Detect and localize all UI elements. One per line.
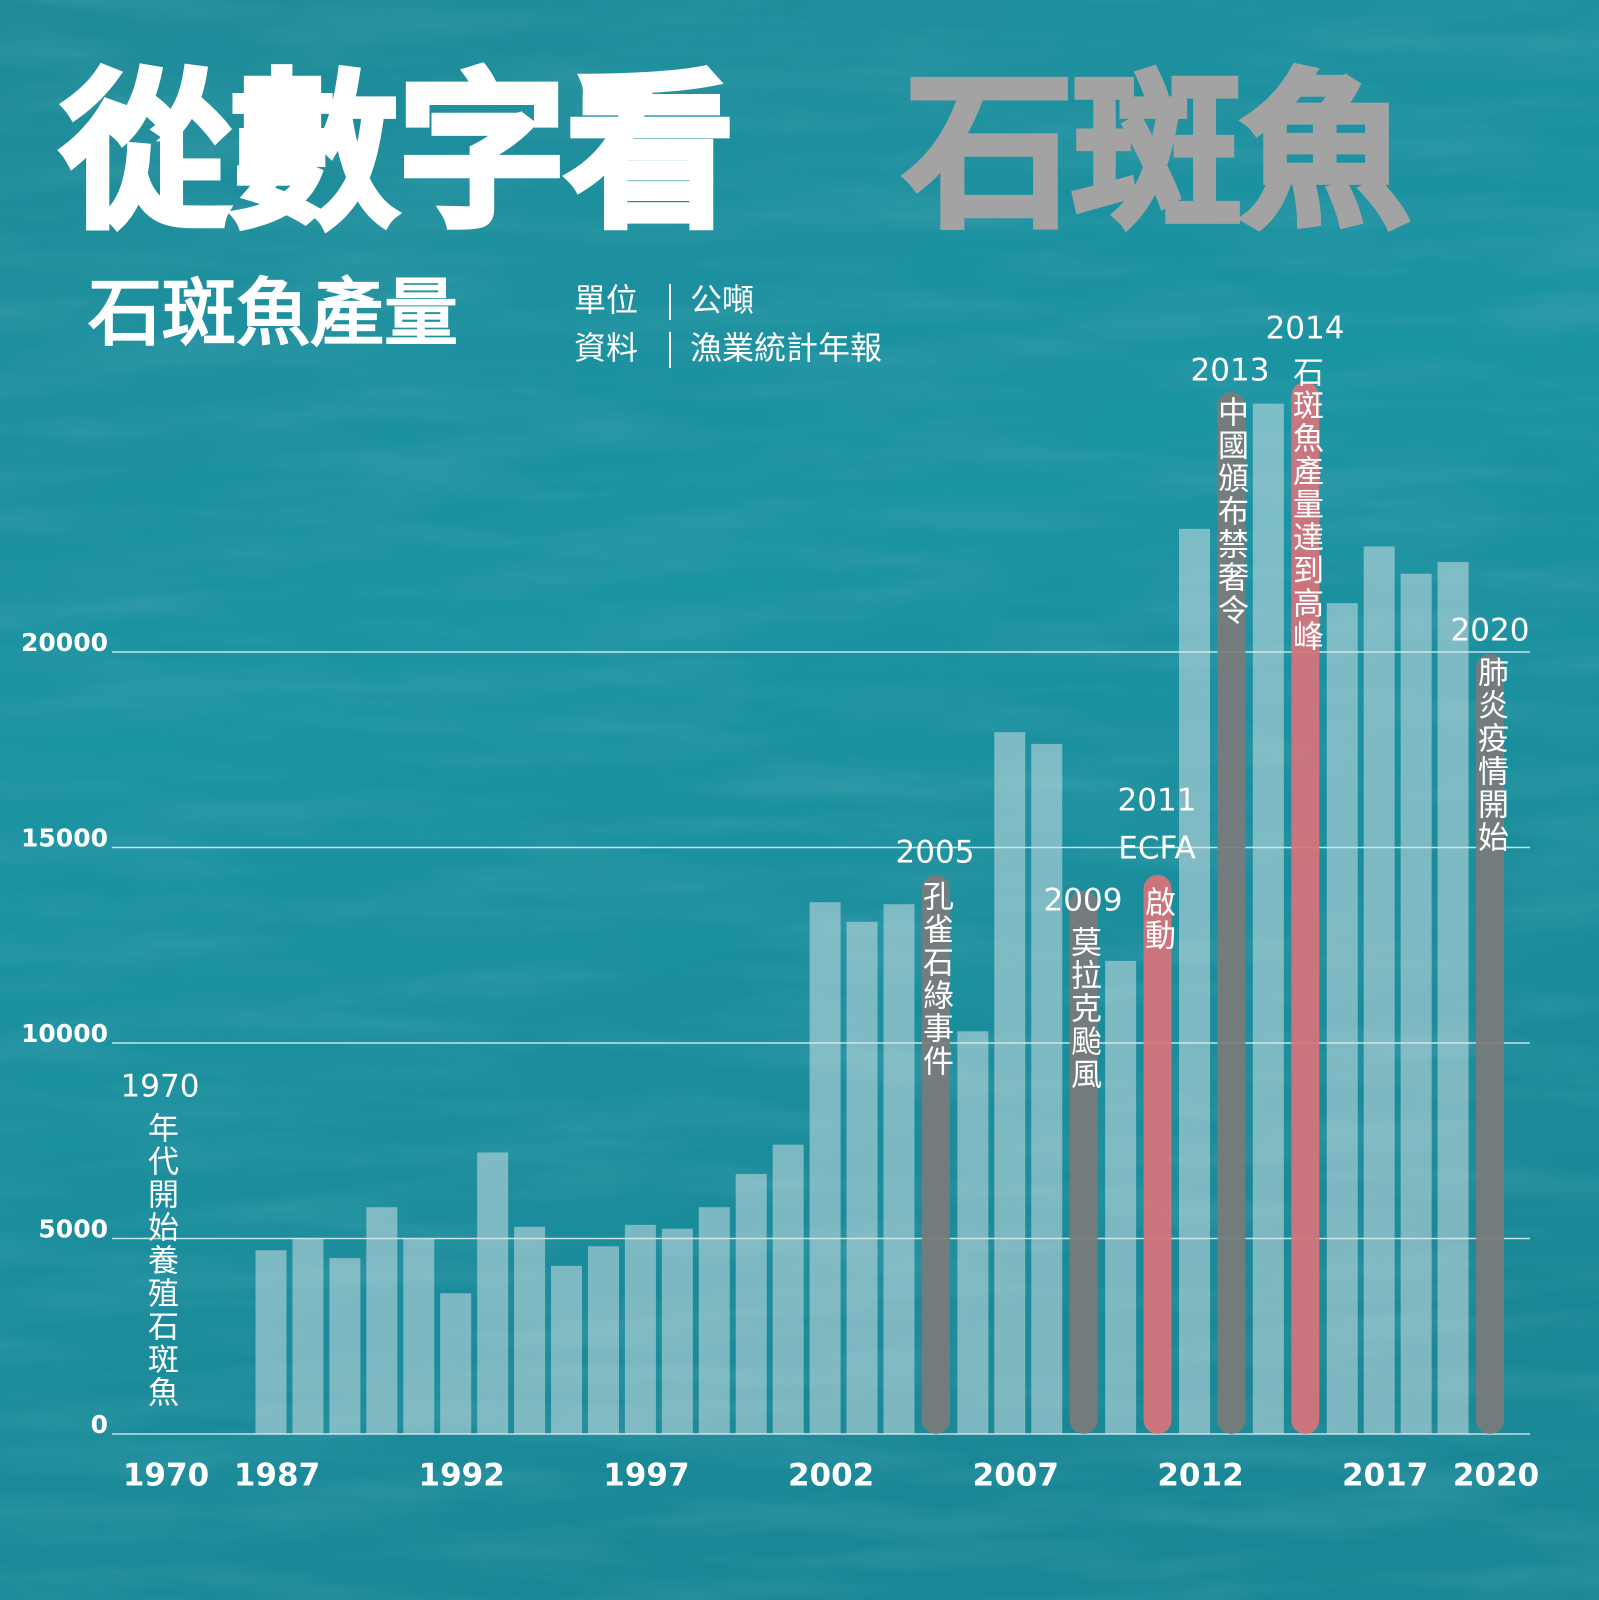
bar [292, 1238, 324, 1434]
bar [1069, 890, 1098, 1434]
annotation-sub: ECFA [1118, 831, 1195, 867]
bar [994, 732, 1026, 1434]
bar [957, 1031, 989, 1434]
title: 從數字看 [61, 55, 734, 251]
title-highlight: 石斑魚 [905, 55, 1409, 251]
bar [1217, 391, 1246, 1434]
bar [809, 902, 841, 1434]
annotation-label: 2013 [1191, 353, 1270, 389]
x-tick-label: 1987 [234, 1458, 320, 1494]
y-tick-label: 0 [91, 1410, 108, 1439]
source-label: 資料 [574, 329, 638, 367]
bar [587, 1246, 619, 1434]
bar [1179, 528, 1210, 1434]
bar [624, 1224, 656, 1434]
unit-label: 單位 [574, 281, 638, 319]
annotation-label: 2005 [896, 835, 975, 871]
annotation-label: 2014 [1266, 311, 1345, 347]
x-tick-label: 2020 [1453, 1458, 1539, 1494]
bar [883, 904, 915, 1434]
bar [1143, 874, 1172, 1434]
bar [255, 1250, 287, 1434]
source: 漁業統計年報 [690, 329, 882, 367]
bar [1363, 546, 1395, 1434]
bar [440, 1293, 472, 1434]
annotation-text: 孔雀石綠事件 [917, 880, 954, 1078]
bar [366, 1207, 398, 1434]
bar [735, 1173, 767, 1434]
annotation-text: 肺炎疫情開始 [1472, 656, 1509, 854]
bar [661, 1228, 693, 1434]
bar [1400, 573, 1432, 1434]
y-tick-label: 10000 [21, 1019, 108, 1048]
annotation-label: 2020 [1451, 613, 1530, 649]
bar [477, 1152, 509, 1434]
annotation-text: 中國頒布禁奢令 [1212, 396, 1249, 627]
bar [514, 1226, 546, 1434]
bar [1476, 653, 1505, 1434]
bar [846, 921, 878, 1434]
bar [1031, 743, 1063, 1434]
annotation-text: 莫拉克颱風 [1065, 926, 1101, 1091]
header: 從數字看 石斑魚 石斑魚產量 單位 公噸 資料 漁業統計年報 [58, 52, 1412, 368]
annotation-label: 2009 [1044, 883, 1123, 919]
bar [1437, 562, 1469, 1434]
bar [1252, 403, 1284, 1435]
bar [921, 874, 950, 1434]
bar [403, 1238, 435, 1434]
bar [1105, 960, 1137, 1434]
bar [772, 1144, 804, 1434]
annotation-text: 啟動 [1139, 886, 1175, 952]
x-tick-label: 1997 [603, 1458, 689, 1494]
unit: 公噸 [690, 281, 754, 319]
x-tick-label: 1970 [123, 1458, 209, 1494]
x-tick-label: 2012 [1157, 1458, 1243, 1494]
bar [551, 1265, 583, 1434]
annotation-label: 2011 [1118, 783, 1197, 819]
annotation-text: 石斑魚產量達到高峰 [1287, 356, 1324, 653]
y-tick-label: 20000 [21, 628, 108, 657]
x-tick-label: 2002 [788, 1458, 874, 1494]
bar [1291, 382, 1320, 1435]
annotation-label: 1970 [121, 1069, 200, 1105]
x-tick-label: 2007 [973, 1458, 1059, 1494]
bar [698, 1207, 730, 1434]
y-tick-label: 15000 [21, 824, 108, 853]
y-tick-label: 5000 [38, 1215, 108, 1244]
subtitle: 石斑魚產量 [88, 271, 458, 357]
bar [1326, 603, 1358, 1434]
annotation-text: 年代開始養殖石斑魚 [142, 1112, 179, 1409]
bar [329, 1258, 361, 1434]
x-tick-label: 2017 [1342, 1458, 1428, 1494]
x-tick-label: 1992 [419, 1458, 505, 1494]
